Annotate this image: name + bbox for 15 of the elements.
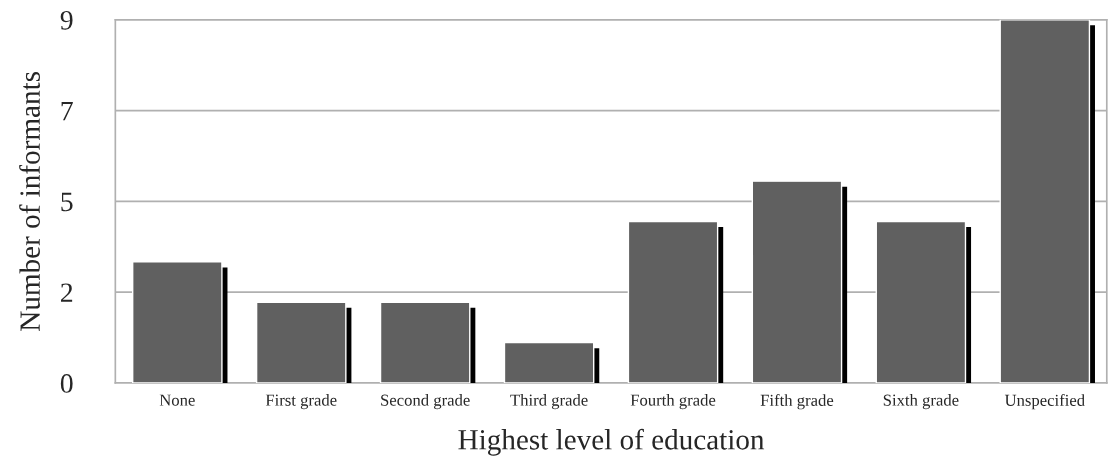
y-tick-label: 5 [61,192,73,212]
x-tick-label: Fourth grade [630,394,716,410]
x-tick-label: Sixth grade [883,394,959,410]
y-tick-label: 0 [60,374,73,393]
x-tick-label: Third grade [510,394,588,410]
y-axis-title: Number of informants [19,72,40,331]
y-tick-label: 7 [61,102,73,121]
y-tick-label: 2 [61,283,73,302]
x-tick-label: None [159,394,195,406]
x-tick-label: First grade [265,394,337,410]
x-tick-label: Second grade [381,394,470,410]
x-tick-label: Fifth grade [760,394,834,410]
y-tick-label: 9 [60,11,73,30]
x-axis-title: Highest level of education [458,428,765,456]
x-tick-label: Unspecified [1004,394,1085,410]
